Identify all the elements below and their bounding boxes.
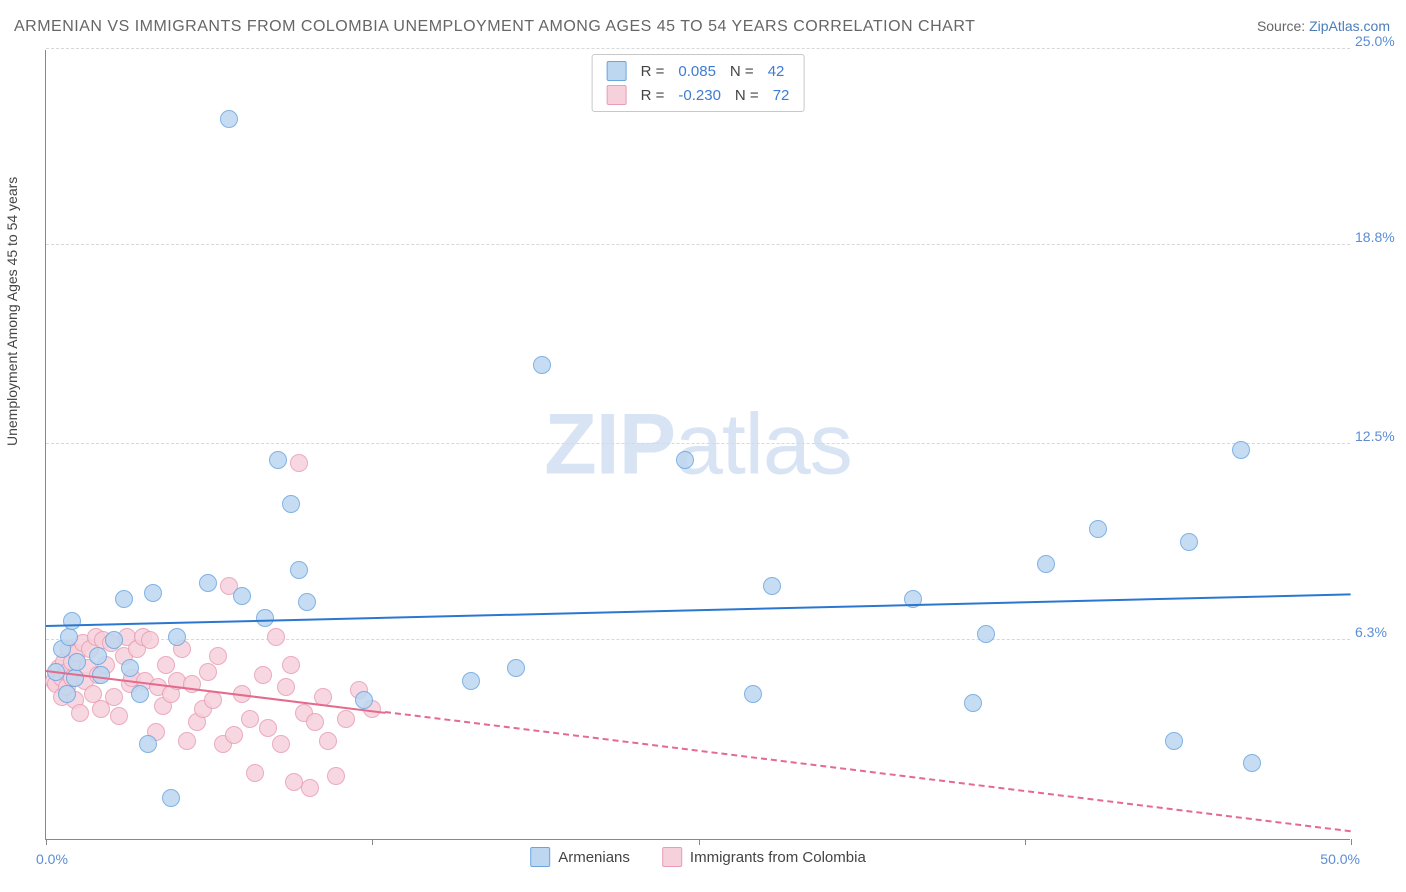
- n-value: 42: [768, 63, 785, 80]
- data-point: [290, 454, 308, 472]
- data-point: [225, 726, 243, 744]
- plot-area: ZIPatlas R = 0.085 N = 42 R = -0.230 N =…: [45, 50, 1350, 840]
- data-point: [507, 659, 525, 677]
- data-point: [60, 628, 78, 646]
- x-tick: [1025, 839, 1026, 845]
- chart-title: ARMENIAN VS IMMIGRANTS FROM COLOMBIA UNE…: [14, 18, 975, 36]
- data-point: [964, 694, 982, 712]
- data-point: [131, 685, 149, 703]
- data-point: [763, 577, 781, 595]
- data-point: [744, 685, 762, 703]
- x-tick: [1351, 839, 1352, 845]
- data-point: [241, 710, 259, 728]
- gridline: [46, 244, 1350, 245]
- data-point: [178, 732, 196, 750]
- data-point: [199, 663, 217, 681]
- legend-correlation-box: R = 0.085 N = 42 R = -0.230 N = 72: [592, 54, 805, 112]
- trend-line: [385, 711, 1351, 832]
- data-point: [199, 574, 217, 592]
- legend-row-series-0: R = 0.085 N = 42: [593, 59, 804, 83]
- swatch-icon: [607, 61, 627, 81]
- data-point: [254, 666, 272, 684]
- data-point: [256, 609, 274, 627]
- data-point: [298, 593, 316, 611]
- data-point: [246, 764, 264, 782]
- x-tick: [699, 839, 700, 845]
- data-point: [269, 451, 287, 469]
- y-axis-label: Unemployment Among Ages 45 to 54 years: [4, 177, 20, 446]
- legend-item-series-1: Immigrants from Colombia: [662, 847, 866, 867]
- data-point: [209, 647, 227, 665]
- data-point: [58, 685, 76, 703]
- y-tick-label: 12.5%: [1355, 428, 1406, 444]
- chart-source: Source: ZipAtlas.com: [1257, 18, 1390, 34]
- data-point: [68, 653, 86, 671]
- data-point: [1165, 732, 1183, 750]
- data-point: [220, 110, 238, 128]
- data-point: [141, 631, 159, 649]
- data-point: [319, 732, 337, 750]
- data-point: [157, 656, 175, 674]
- data-point: [1089, 520, 1107, 538]
- n-value: 72: [773, 87, 790, 104]
- legend-row-series-1: R = -0.230 N = 72: [593, 83, 804, 107]
- data-point: [1180, 533, 1198, 551]
- data-point: [1232, 441, 1250, 459]
- data-point: [267, 628, 285, 646]
- data-point: [462, 672, 480, 690]
- data-point: [162, 789, 180, 807]
- data-point: [63, 612, 81, 630]
- x-axis-max-label: 50.0%: [1320, 851, 1360, 867]
- legend-series-box: Armenians Immigrants from Colombia: [530, 847, 866, 867]
- data-point: [89, 647, 107, 665]
- data-point: [282, 495, 300, 513]
- data-point: [1243, 754, 1261, 772]
- data-point: [233, 587, 251, 605]
- x-tick: [372, 839, 373, 845]
- data-point: [272, 735, 290, 753]
- watermark: ZIPatlas: [544, 395, 851, 494]
- data-point: [282, 656, 300, 674]
- data-point: [290, 561, 308, 579]
- gridline: [46, 443, 1350, 444]
- data-point: [139, 735, 157, 753]
- data-point: [105, 631, 123, 649]
- swatch-icon: [530, 847, 550, 867]
- data-point: [533, 356, 551, 374]
- data-point: [105, 688, 123, 706]
- data-point: [168, 628, 186, 646]
- swatch-icon: [607, 85, 627, 105]
- data-point: [355, 691, 373, 709]
- data-point: [301, 779, 319, 797]
- data-point: [66, 669, 84, 687]
- data-point: [259, 719, 277, 737]
- data-point: [337, 710, 355, 728]
- data-point: [92, 666, 110, 684]
- data-point: [306, 713, 324, 731]
- y-tick-label: 18.8%: [1355, 229, 1406, 245]
- correlation-chart: ARMENIAN VS IMMIGRANTS FROM COLOMBIA UNE…: [0, 0, 1406, 892]
- y-tick-label: 25.0%: [1355, 33, 1406, 49]
- gridline: [46, 48, 1350, 49]
- data-point: [1037, 555, 1055, 573]
- data-point: [121, 659, 139, 677]
- x-tick: [46, 839, 47, 845]
- r-value: 0.085: [678, 63, 716, 80]
- y-tick-label: 6.3%: [1355, 624, 1406, 640]
- legend-item-series-0: Armenians: [530, 847, 630, 867]
- data-point: [977, 625, 995, 643]
- data-point: [676, 451, 694, 469]
- swatch-icon: [662, 847, 682, 867]
- data-point: [327, 767, 345, 785]
- data-point: [204, 691, 222, 709]
- gridline: [46, 639, 1350, 640]
- data-point: [144, 584, 162, 602]
- data-point: [115, 590, 133, 608]
- r-value: -0.230: [678, 87, 721, 104]
- source-link[interactable]: ZipAtlas.com: [1309, 18, 1390, 34]
- data-point: [277, 678, 295, 696]
- x-axis-min-label: 0.0%: [36, 851, 68, 867]
- data-point: [110, 707, 128, 725]
- data-point: [71, 704, 89, 722]
